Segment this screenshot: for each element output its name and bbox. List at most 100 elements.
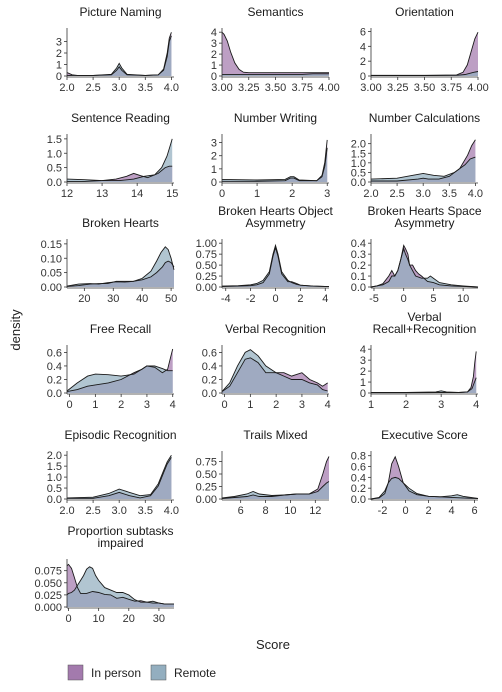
density-line-in-person: [221, 456, 330, 499]
density-line-remote: [66, 566, 174, 605]
panel-title: Free Recall: [90, 322, 151, 336]
x-tick-label: 3.75: [292, 82, 313, 94]
density-area-remote: [67, 455, 172, 499]
panel-title: Broken Hearts Object: [218, 204, 333, 218]
y-tick-label: 4: [360, 41, 366, 53]
x-tick-label: 3.5: [138, 82, 153, 94]
x-tick-label: 3.0: [112, 505, 127, 517]
x-tick-label: 0: [65, 613, 71, 625]
y-tick-label: 2.0: [351, 139, 366, 151]
legend: In person Remote: [67, 664, 216, 681]
y-tick-label: 0.0: [47, 388, 62, 400]
y-tick-label: 2: [360, 56, 366, 68]
density-area-remote: [371, 477, 478, 499]
x-tick-label: 2: [118, 399, 124, 411]
y-tick-label: 0.75: [196, 249, 217, 261]
density-line-in-person: [222, 139, 328, 182]
y-tick-label: 0.050: [34, 578, 62, 590]
y-tick-label: 2: [211, 151, 217, 163]
y-tick-label: 0.6: [351, 462, 366, 474]
density-area-remote: [371, 248, 478, 287]
density-area-in-person: [222, 32, 329, 76]
density-line-in-person: [371, 139, 476, 182]
x-axis-label: Score: [256, 637, 290, 652]
y-tick-label: 3: [360, 355, 366, 367]
x-tick-label: 4.0: [164, 82, 179, 94]
y-tick-label: 0.00: [41, 282, 62, 294]
density-area-remote: [67, 35, 172, 76]
density-area-in-person: [222, 139, 328, 182]
density-line-remote: [221, 349, 328, 392]
x-tick-label: 12: [61, 188, 73, 200]
density-area-remote: [67, 138, 173, 182]
panel-title: Asymmetry: [246, 216, 306, 230]
legend-label-remote: Remote: [174, 666, 216, 680]
x-tick-label: 14: [131, 188, 143, 200]
y-tick-label: 0.6: [47, 347, 62, 359]
y-tick-label: 0.05: [41, 268, 62, 280]
density-line-remote: [67, 35, 172, 76]
y-tick-label: 0.00: [196, 282, 217, 294]
y-tick-label: 0.4: [351, 238, 366, 250]
density-area-remote: [67, 246, 174, 287]
x-tick-label: 6: [471, 505, 477, 517]
density-line-remote: [221, 243, 330, 288]
x-tick-label: -2: [246, 293, 256, 305]
x-tick-label: 30: [153, 613, 165, 625]
density-line-in-person: [371, 32, 479, 76]
y-tick-label: 0: [360, 388, 366, 400]
y-tick-label: 0.2: [351, 483, 366, 495]
density-line-in-person: [221, 31, 329, 74]
density-area-remote: [371, 71, 478, 76]
x-tick-label: 20: [123, 613, 135, 625]
x-tick-label: 0: [272, 293, 278, 305]
density-line-remote: [370, 156, 476, 180]
x-tick-label: 4: [448, 505, 454, 517]
y-axis-label: density: [8, 309, 23, 351]
legend-swatch-remote: [150, 664, 167, 681]
panel-title: Verbal: [407, 310, 441, 324]
y-tick-label: 0.15: [41, 239, 62, 251]
y-tick-label: 1: [56, 60, 62, 72]
x-tick-label: 2: [289, 188, 295, 200]
y-tick-label: 4: [360, 344, 366, 356]
panel-title: Semantics: [247, 5, 303, 19]
x-tick-label: 1: [92, 399, 98, 411]
x-tick-label: 2.0: [59, 82, 74, 94]
y-tick-label: 3: [56, 37, 62, 49]
x-tick-label: 2.0: [59, 505, 74, 517]
y-tick-label: 0.025: [34, 590, 62, 602]
x-tick-label: 4: [473, 399, 479, 411]
y-tick-label: 0: [211, 177, 217, 189]
x-tick-label: 0: [402, 505, 408, 517]
panel-orientation: Orientation 0 2 4 6 3.00 3.25 3.50 3.75 4.00: [360, 5, 489, 94]
x-tick-label: 4: [322, 293, 328, 305]
density-area-remote: [371, 377, 477, 393]
y-tick-label: 1: [211, 60, 217, 72]
density-line-remote: [370, 247, 479, 288]
y-tick-label: 0.00: [196, 494, 217, 506]
panel-title: Asymmetry: [395, 216, 455, 230]
density-line-in-person: [67, 457, 172, 499]
x-tick-label: 3.50: [414, 82, 435, 94]
y-tick-label: 0.5: [47, 483, 62, 495]
x-tick-label: 40: [136, 293, 148, 305]
y-tick-label: 0.2: [351, 260, 366, 272]
panel-executive-score: Executive Score 0.00.20.40.60.8 -2 0 2 4 6: [351, 428, 479, 517]
x-tick-label: 3.50: [265, 82, 286, 94]
density-line-remote: [221, 147, 328, 182]
y-tick-label: 1.0: [47, 472, 62, 484]
x-tick-label: 4.0: [468, 188, 483, 200]
x-tick-label: 3.5: [138, 505, 153, 517]
y-tick-label: 0.3: [351, 249, 366, 261]
panel-title: Recall+Recognition: [373, 322, 477, 336]
panel-trails-mixed: Trails Mixed 0.000.250.500.75 6 8 10 12: [196, 428, 330, 517]
density-line-remote: [371, 71, 479, 77]
x-tick-label: 2.0: [363, 188, 378, 200]
